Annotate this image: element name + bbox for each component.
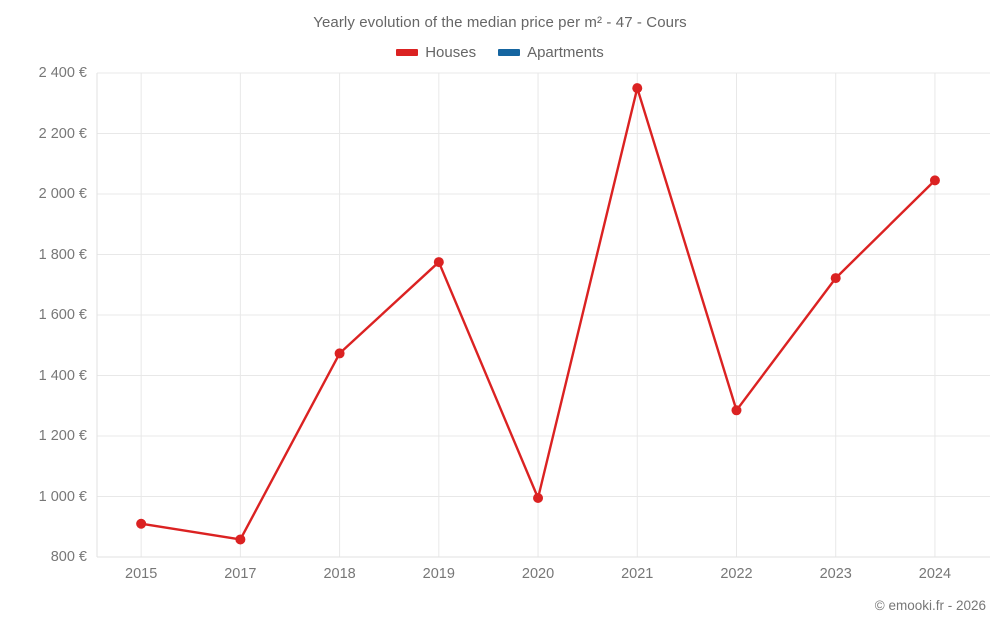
x-axis-tick-label: 2021 xyxy=(621,566,654,582)
y-axis-tick-label: 1 000 € xyxy=(38,488,87,505)
data-point-houses[interactable] xyxy=(929,175,940,186)
gridlines xyxy=(96,72,990,558)
data-point-houses[interactable] xyxy=(334,348,345,359)
series-points xyxy=(136,83,940,545)
y-axis-tick-label: 800 € xyxy=(50,549,87,565)
y-axis-tick-label: 2 200 € xyxy=(38,125,87,142)
data-point-houses[interactable] xyxy=(235,534,246,545)
data-point-houses[interactable] xyxy=(533,493,544,504)
data-point-houses[interactable] xyxy=(433,257,444,268)
x-axis-tick-label: 2019 xyxy=(422,566,455,582)
y-axis-tick-label: 1 600 € xyxy=(38,307,87,323)
legend-label-houses: Houses xyxy=(425,44,477,61)
legend-item-houses[interactable]: Houses xyxy=(396,44,476,61)
y-axis-tick-label: 2 400 € xyxy=(38,65,87,81)
chart-title: Yearly evolution of the median price per… xyxy=(313,14,687,31)
legend-label-apartments: Apartments xyxy=(527,44,604,61)
x-axis-tick-label: 2020 xyxy=(521,566,555,582)
chart-legend: Houses Apartments xyxy=(0,44,1000,61)
x-axis-tick-label: 2018 xyxy=(323,566,356,582)
x-axis-tick-label: 2022 xyxy=(720,566,753,582)
y-axis-tick-label: 2 000 € xyxy=(38,186,87,202)
copyright-credit: © emooki.fr - 2026 xyxy=(874,598,986,613)
x-axis-tick-label: 2015 xyxy=(125,566,158,582)
y-axis-tick-label: 1 400 € xyxy=(38,367,87,384)
data-point-houses[interactable] xyxy=(136,518,147,529)
y-axis-tick-label: 1 800 € xyxy=(38,246,87,263)
data-point-houses[interactable] xyxy=(830,273,841,284)
data-point-houses[interactable] xyxy=(731,405,742,416)
x-axis-tick-label: 2024 xyxy=(918,566,952,582)
x-axis-tick-label: 2023 xyxy=(819,566,852,582)
y-axis-tick-label: 1 200 € xyxy=(38,428,87,444)
legend-item-apartments[interactable]: Apartments xyxy=(498,44,604,61)
legend-swatch-houses xyxy=(396,49,419,56)
data-point-houses[interactable] xyxy=(632,83,643,94)
x-axis-tick-label: 2017 xyxy=(224,566,257,582)
legend-swatch-apartments xyxy=(498,49,521,56)
